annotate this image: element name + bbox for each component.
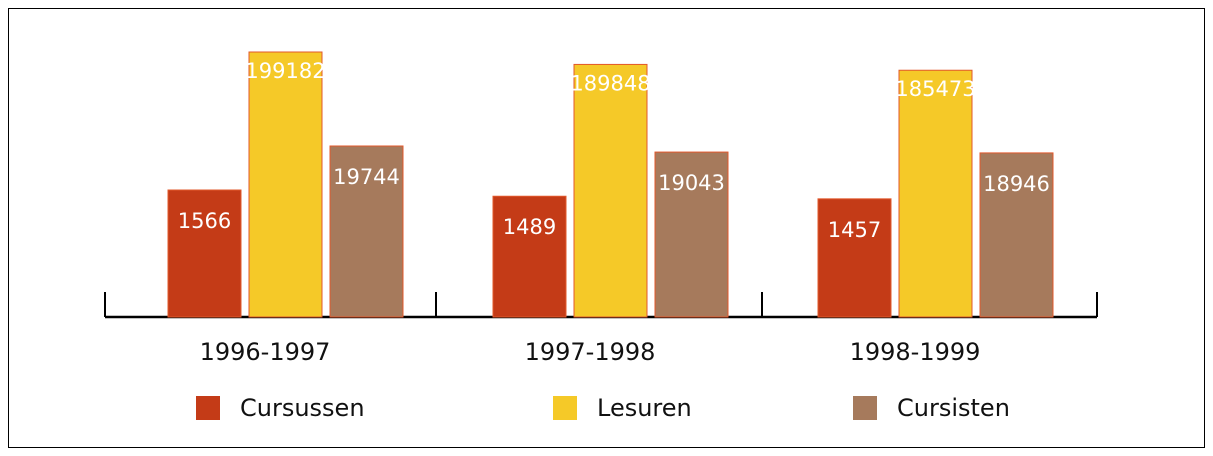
bar: [329, 145, 404, 318]
bar: [492, 195, 567, 318]
legend-swatch: [196, 396, 220, 420]
legend-label: Lesuren: [597, 394, 692, 422]
value-label: 1457: [828, 218, 881, 242]
x-tick-label: 1998-1999: [850, 338, 981, 366]
value-label: 19043: [658, 171, 725, 195]
bar: [573, 63, 648, 318]
bar: [979, 152, 1054, 318]
value-label: 1489: [503, 215, 556, 239]
bar: [248, 51, 323, 318]
x-tick-label: 1996-1997: [200, 338, 331, 366]
bar: [817, 198, 892, 318]
value-label: 19744: [333, 165, 400, 189]
value-label: 189848: [570, 71, 650, 95]
legend-label: Cursisten: [897, 394, 1010, 422]
legend-swatch: [853, 396, 877, 420]
value-label: 1566: [178, 209, 231, 233]
value-label: 18946: [983, 172, 1050, 196]
value-label: 199182: [245, 59, 325, 83]
legend-label: Cursussen: [240, 394, 365, 422]
x-tick-label: 1997-1998: [525, 338, 656, 366]
legend-swatch: [553, 396, 577, 420]
bar: [167, 189, 242, 318]
bar: [898, 69, 973, 318]
value-label: 185473: [895, 77, 975, 101]
bar: [654, 151, 729, 318]
